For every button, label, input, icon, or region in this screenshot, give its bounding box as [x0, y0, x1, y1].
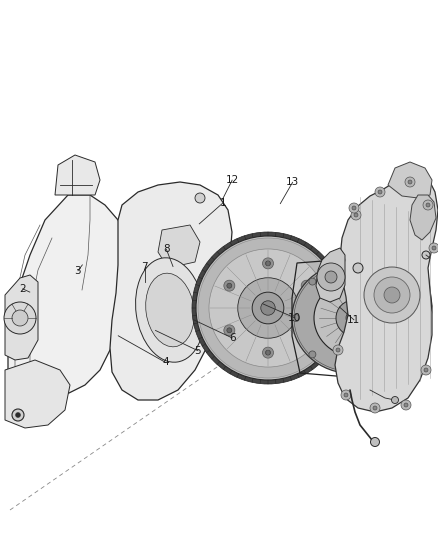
Circle shape: [373, 406, 377, 410]
Circle shape: [325, 271, 337, 283]
Circle shape: [354, 213, 358, 217]
Circle shape: [304, 283, 309, 288]
Circle shape: [344, 393, 348, 397]
Circle shape: [198, 238, 338, 378]
Circle shape: [352, 206, 356, 210]
Circle shape: [309, 351, 316, 358]
Circle shape: [370, 403, 380, 413]
Circle shape: [252, 292, 284, 324]
Circle shape: [401, 400, 411, 410]
Circle shape: [12, 409, 24, 421]
Text: 11: 11: [347, 315, 360, 325]
Circle shape: [338, 258, 342, 262]
Polygon shape: [55, 155, 100, 195]
Circle shape: [429, 243, 438, 253]
Circle shape: [301, 280, 312, 291]
Circle shape: [364, 267, 420, 323]
Circle shape: [349, 366, 356, 373]
Circle shape: [388, 351, 395, 358]
Circle shape: [317, 263, 345, 291]
Circle shape: [426, 203, 430, 207]
Text: 8: 8: [163, 245, 170, 254]
Circle shape: [336, 300, 372, 336]
Circle shape: [265, 350, 271, 355]
Circle shape: [384, 287, 400, 303]
Circle shape: [349, 263, 356, 270]
Text: 12: 12: [226, 175, 239, 185]
Circle shape: [262, 347, 273, 358]
Ellipse shape: [135, 258, 205, 362]
Circle shape: [224, 325, 235, 336]
Ellipse shape: [294, 264, 410, 372]
Circle shape: [405, 314, 411, 321]
Polygon shape: [158, 225, 200, 268]
Circle shape: [224, 280, 235, 291]
Text: 6: 6: [229, 333, 236, 343]
Text: 2: 2: [19, 284, 26, 294]
Text: 13: 13: [286, 177, 299, 187]
Circle shape: [309, 278, 316, 285]
Circle shape: [353, 263, 363, 273]
Circle shape: [261, 301, 275, 315]
Circle shape: [423, 200, 433, 210]
Circle shape: [341, 390, 351, 400]
Text: 5: 5: [194, 346, 201, 356]
Ellipse shape: [292, 262, 412, 374]
Circle shape: [304, 328, 309, 333]
Circle shape: [432, 246, 436, 250]
Circle shape: [15, 413, 21, 417]
Circle shape: [374, 277, 410, 313]
Polygon shape: [316, 248, 345, 302]
Circle shape: [227, 328, 232, 333]
Text: 3: 3: [74, 266, 81, 276]
Circle shape: [346, 310, 362, 326]
Circle shape: [378, 190, 382, 194]
Circle shape: [351, 210, 361, 220]
Circle shape: [4, 302, 36, 334]
Ellipse shape: [314, 278, 402, 358]
Polygon shape: [5, 360, 70, 428]
Text: 4: 4: [162, 358, 169, 367]
Circle shape: [404, 403, 408, 407]
Circle shape: [335, 255, 345, 265]
Circle shape: [333, 345, 343, 355]
Ellipse shape: [146, 273, 194, 347]
Polygon shape: [388, 162, 432, 198]
Circle shape: [196, 236, 340, 380]
Circle shape: [349, 203, 359, 213]
Circle shape: [392, 397, 399, 403]
Circle shape: [265, 261, 271, 266]
Circle shape: [293, 314, 300, 321]
Circle shape: [421, 365, 431, 375]
Circle shape: [375, 187, 385, 197]
Circle shape: [336, 348, 340, 352]
Polygon shape: [335, 172, 438, 412]
Circle shape: [408, 180, 412, 184]
Circle shape: [227, 283, 232, 288]
Circle shape: [388, 278, 395, 285]
Circle shape: [424, 368, 428, 372]
Circle shape: [12, 310, 28, 326]
Circle shape: [371, 438, 379, 447]
Text: 10: 10: [288, 313, 301, 322]
Circle shape: [301, 325, 312, 336]
Circle shape: [405, 177, 415, 187]
Polygon shape: [110, 182, 232, 400]
Polygon shape: [410, 195, 436, 240]
Text: 1: 1: [220, 198, 227, 207]
Polygon shape: [8, 195, 130, 395]
Circle shape: [238, 278, 298, 338]
Circle shape: [262, 258, 273, 269]
Circle shape: [192, 232, 344, 384]
Text: 7: 7: [141, 262, 148, 271]
Circle shape: [209, 249, 327, 367]
Circle shape: [223, 253, 233, 263]
Circle shape: [422, 251, 430, 259]
Polygon shape: [5, 275, 38, 360]
Circle shape: [195, 193, 205, 203]
